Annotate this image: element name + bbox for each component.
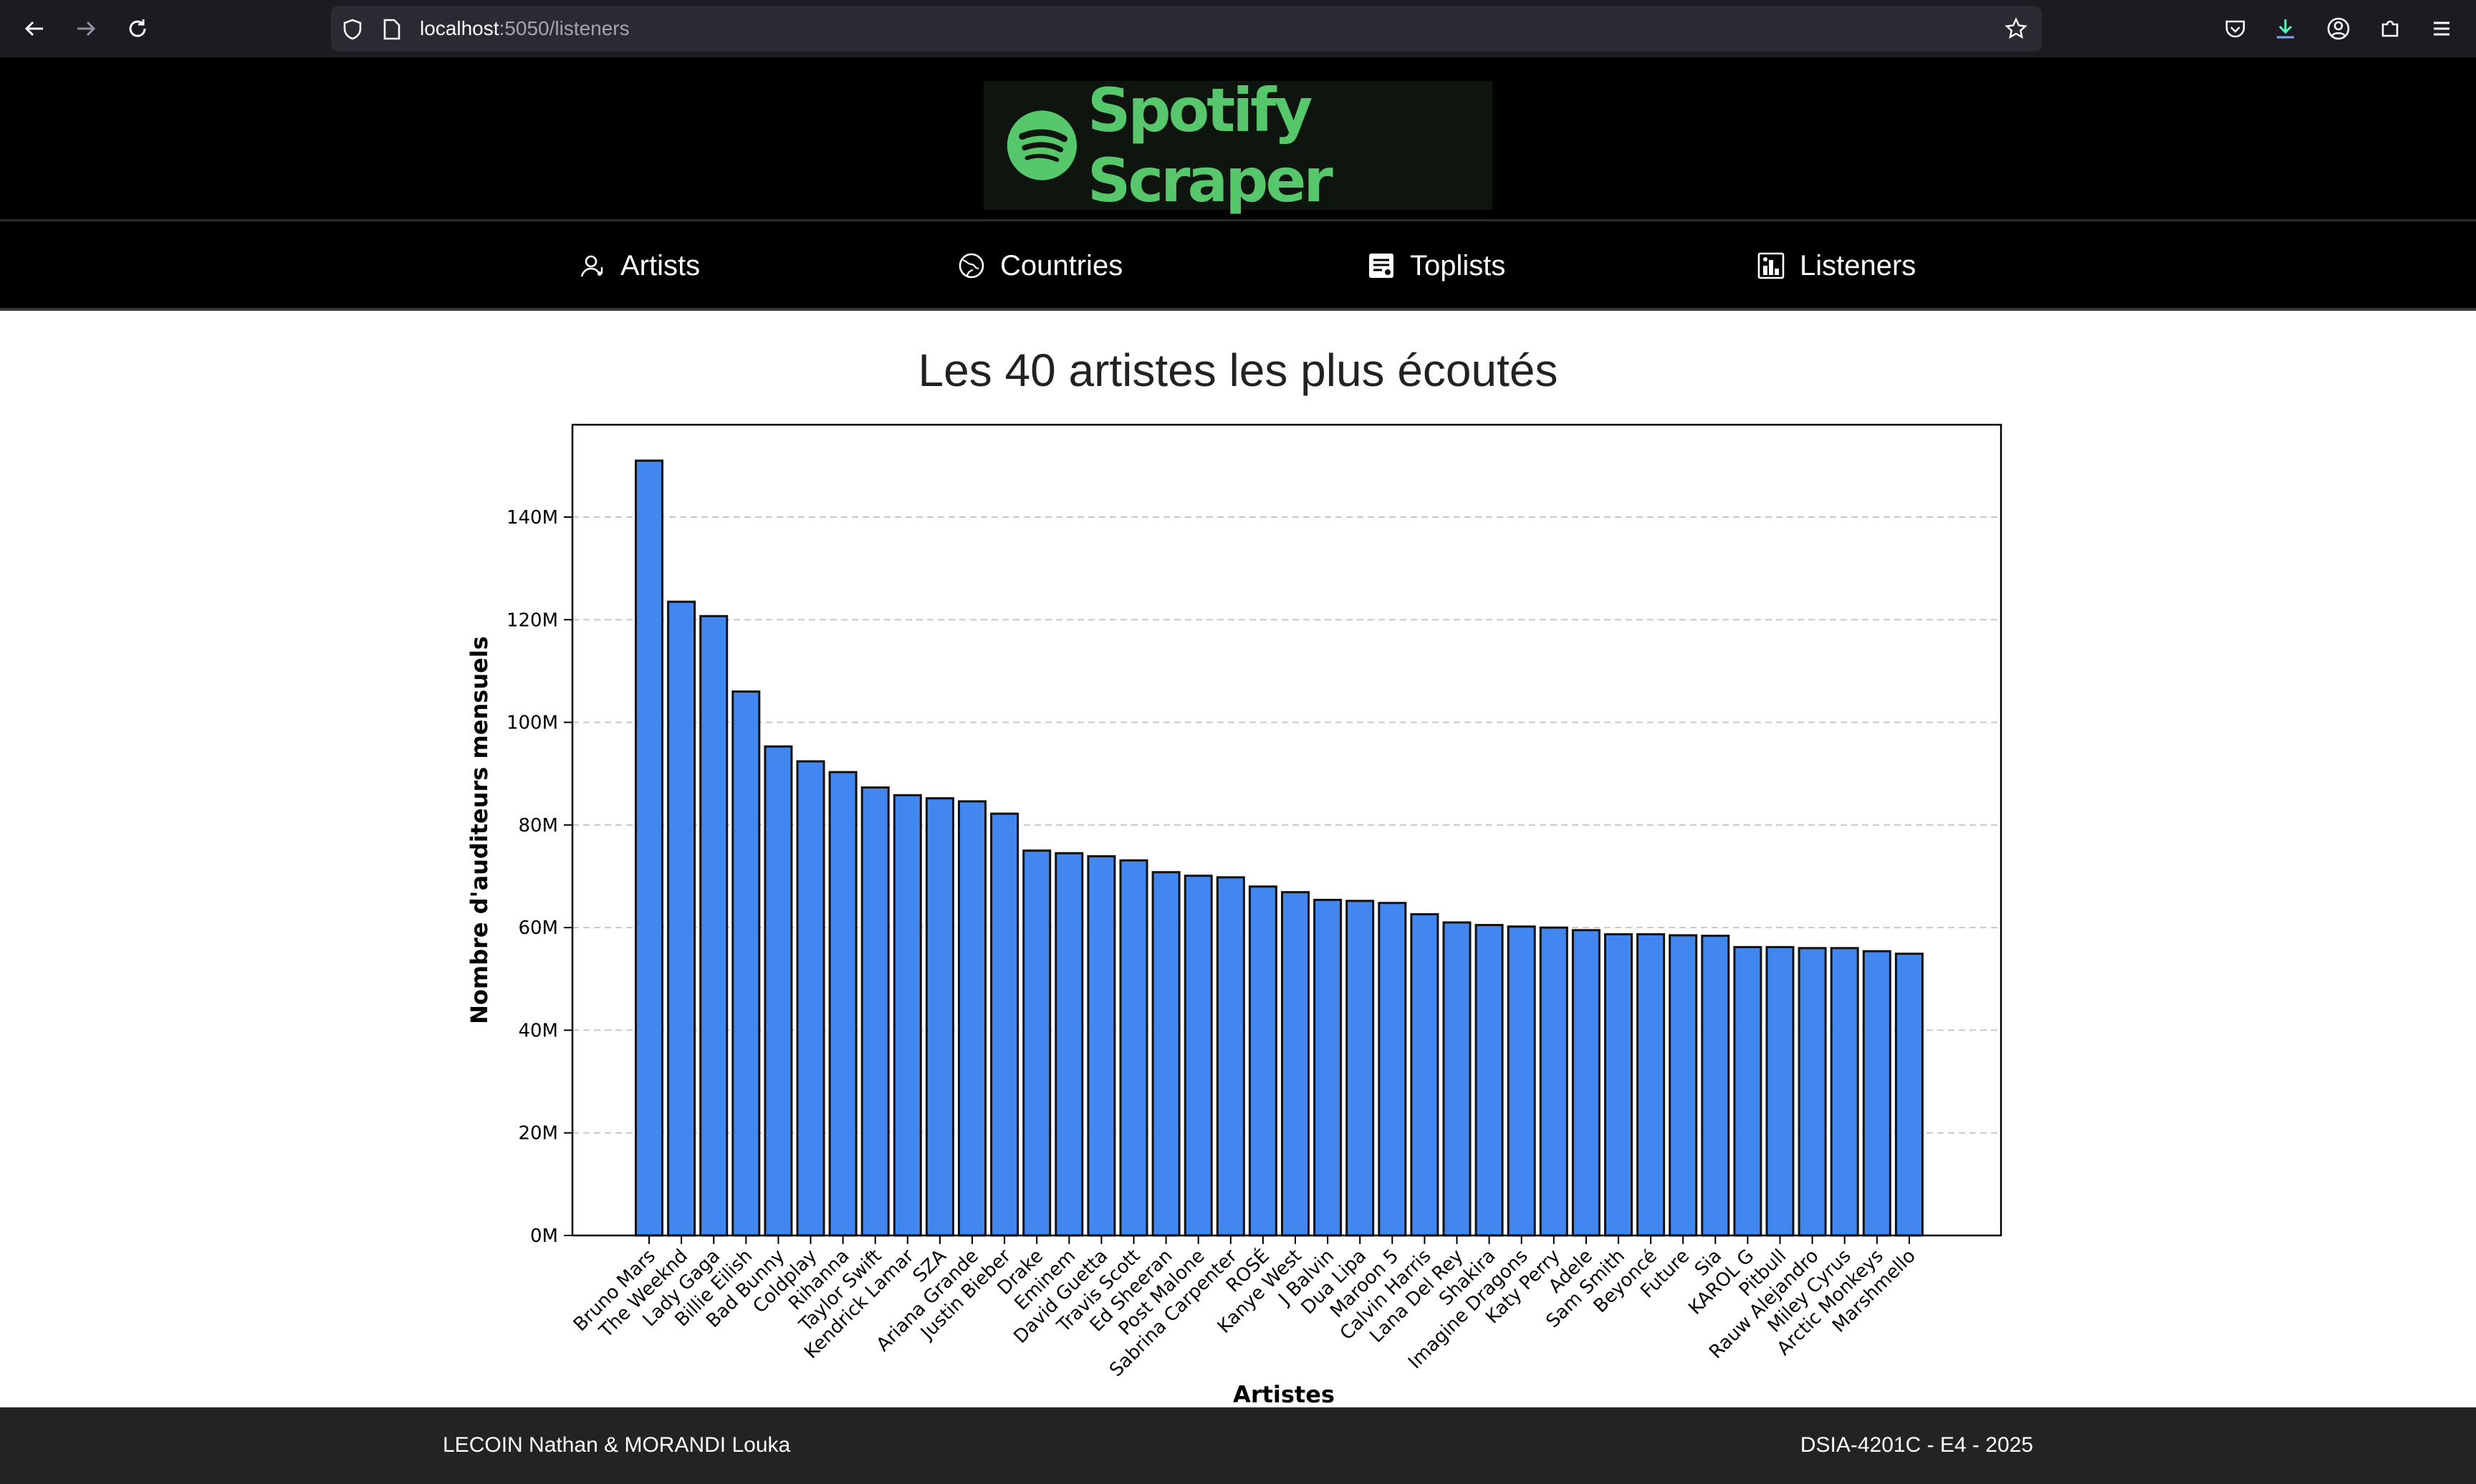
nav-label-toplists: Toplists bbox=[1410, 249, 1506, 281]
nav-item-listeners[interactable]: Listeners bbox=[1757, 221, 1916, 310]
account-icon[interactable] bbox=[2324, 14, 2353, 43]
bar bbox=[1701, 935, 1730, 1237]
nav-item-toplists[interactable]: Toplists bbox=[1367, 221, 1505, 310]
y-tick-label: 0M bbox=[530, 1225, 558, 1247]
page-icon bbox=[383, 19, 401, 44]
bar bbox=[1055, 852, 1084, 1237]
bar bbox=[667, 600, 696, 1237]
nav-item-artists[interactable]: Artists bbox=[579, 221, 700, 310]
bar bbox=[1474, 924, 1504, 1237]
main-nav: Artists Countries Toplists Listeners bbox=[0, 219, 2476, 311]
bar bbox=[1571, 929, 1601, 1237]
bar bbox=[1442, 921, 1472, 1237]
y-tick-label: 80M bbox=[518, 815, 558, 837]
shield-icon[interactable] bbox=[342, 19, 363, 44]
reload-icon[interactable] bbox=[122, 13, 153, 44]
bar bbox=[1830, 947, 1859, 1237]
pocket-icon[interactable] bbox=[2221, 14, 2250, 43]
bar bbox=[1539, 926, 1568, 1237]
bar bbox=[828, 771, 858, 1237]
bar bbox=[925, 797, 954, 1237]
artist-icon bbox=[580, 255, 603, 277]
bar bbox=[1410, 912, 1439, 1237]
y-tick-label: 120M bbox=[507, 610, 558, 631]
bar bbox=[1184, 874, 1213, 1237]
nav-item-countries[interactable]: Countries bbox=[957, 221, 1123, 310]
footer: LECOIN Nathan & MORANDI Louka DSIA-4201C… bbox=[0, 1407, 2476, 1484]
download-icon[interactable] bbox=[2271, 14, 2300, 43]
bar bbox=[1119, 859, 1148, 1237]
bar bbox=[1345, 900, 1375, 1237]
y-axis-label: Nombre d'auditeurs mensuels bbox=[466, 636, 493, 1024]
bar bbox=[1798, 947, 1827, 1237]
nav-label-countries: Countries bbox=[1000, 249, 1123, 281]
bar bbox=[1862, 950, 1891, 1237]
y-tick-label: 60M bbox=[518, 917, 558, 939]
bar bbox=[860, 786, 890, 1237]
bar bbox=[1248, 885, 1277, 1237]
bar bbox=[893, 794, 922, 1237]
listeners-bar-chart: 0M 20M 40M 60M 80M 100M 120M 140M Bruno MarsThe… bbox=[466, 423, 2002, 1407]
url-bar[interactable]: localhost:5050/listeners bbox=[331, 6, 2042, 52]
bar bbox=[1022, 849, 1052, 1237]
plot-frame bbox=[571, 423, 2002, 1237]
bar bbox=[1087, 855, 1116, 1237]
browser-toolbar: localhost:5050/listeners bbox=[0, 0, 2476, 57]
back-icon[interactable] bbox=[19, 13, 50, 44]
y-tick-label: 100M bbox=[507, 713, 558, 734]
bar bbox=[1151, 871, 1181, 1237]
spotify-logo-icon bbox=[1007, 110, 1077, 180]
bar bbox=[731, 690, 761, 1237]
bar bbox=[1378, 902, 1407, 1237]
footer-authors: LECOIN Nathan & MORANDI Louka bbox=[443, 1433, 791, 1457]
y-tick-label: 140M bbox=[507, 507, 558, 529]
bar bbox=[1669, 934, 1698, 1237]
bar bbox=[1636, 933, 1666, 1237]
menu-icon[interactable] bbox=[2427, 14, 2456, 43]
bar bbox=[699, 615, 729, 1237]
bar bbox=[958, 800, 987, 1237]
chart-icon bbox=[1757, 252, 1785, 279]
y-axis-ticks: 0M 20M 40M 60M 80M 100M 120M 140M bbox=[507, 507, 572, 1247]
bars bbox=[635, 459, 1924, 1237]
forward-icon[interactable] bbox=[70, 13, 102, 44]
bar bbox=[764, 745, 793, 1237]
bar bbox=[1313, 898, 1343, 1237]
globe-icon bbox=[959, 253, 984, 279]
bar bbox=[635, 459, 663, 1237]
bar bbox=[1507, 925, 1536, 1237]
url-text[interactable]: localhost:5050/listeners bbox=[420, 17, 630, 40]
bar bbox=[1733, 945, 1762, 1237]
site-logo[interactable]: Spotify Scraper bbox=[984, 75, 1492, 216]
bar bbox=[1216, 876, 1245, 1237]
bar bbox=[1894, 953, 1924, 1237]
y-tick-label: 40M bbox=[518, 1020, 558, 1041]
site-header: Spotify Scraper bbox=[0, 57, 2476, 219]
y-tick-label: 20M bbox=[518, 1123, 558, 1145]
nav-label-artists: Artists bbox=[620, 249, 701, 281]
logo-text: Spotify Scraper bbox=[1087, 75, 1333, 216]
bookmark-star-icon[interactable] bbox=[2005, 17, 2028, 44]
url-host: localhost bbox=[420, 17, 499, 39]
page-title: Les 40 artistes les plus écoutés bbox=[918, 344, 1558, 396]
bar bbox=[796, 760, 825, 1237]
list-icon bbox=[1369, 254, 1393, 278]
bar bbox=[990, 812, 1019, 1237]
bar bbox=[1765, 945, 1795, 1237]
footer-course: DSIA-4201C - E4 - 2025 bbox=[1800, 1433, 2033, 1457]
bar bbox=[1281, 891, 1310, 1237]
x-axis-label: Artistes bbox=[1233, 1381, 1335, 1407]
extensions-icon[interactable] bbox=[2376, 14, 2404, 43]
nav-label-listeners: Listeners bbox=[1800, 249, 1916, 281]
bar bbox=[1604, 933, 1633, 1237]
url-path: :5050/listeners bbox=[499, 17, 630, 39]
